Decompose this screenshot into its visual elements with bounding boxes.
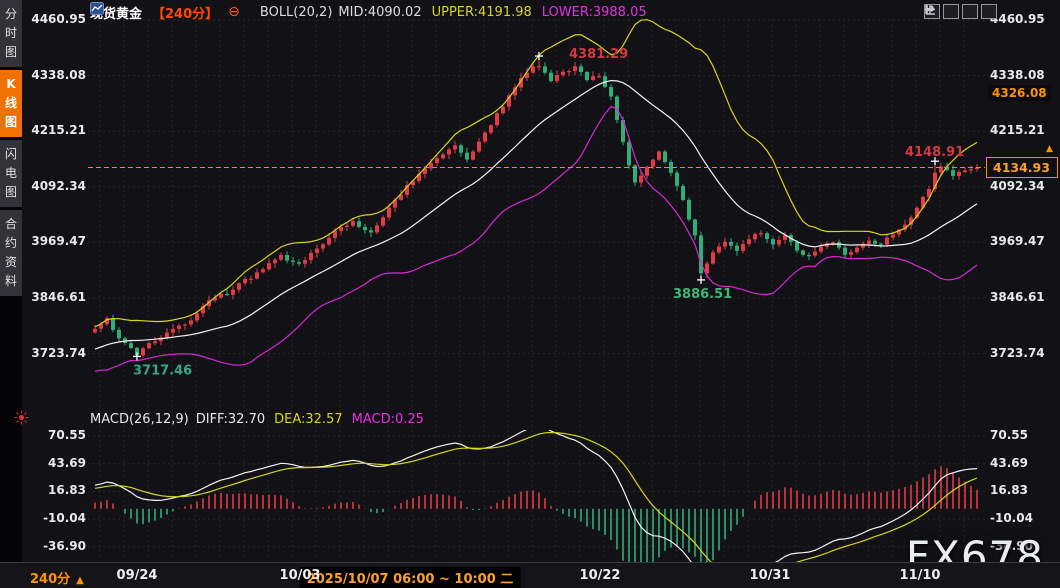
boll-lower-value: LOWER:3988.05 [541,4,647,20]
boll-label: BOLL(20,2) [259,4,333,20]
svg-text:3717.46: 3717.46 [133,363,192,378]
boll-lower-line [94,105,978,372]
macd-diff-line [94,430,978,562]
time-axis-bar: 240分 ▲ 2025/10/07 06:00 ~ 10:00 二 09/24 10… [0,562,1060,588]
price-axis-label-left: 3969.47 [31,234,86,249]
macd-axis-label-left: 16.83 [48,483,86,498]
macd-diff-value: DIFF:32.70 [195,412,266,427]
price-axis-label-right: 4092.34 [990,178,1045,193]
macd-dea-value: DEA:32.57 [274,412,343,427]
period-selector[interactable]: 240分 ▲ [30,568,84,587]
price-axis-label-left: 4460.95 [31,12,86,26]
selected-candle-time: 2025/10/07 06:00 ~ 10:00 二 [299,567,521,588]
zoom-compress-icon[interactable] [925,4,959,19]
macd-dea-line [94,431,978,562]
grid-lines [88,19,1046,560]
boll-upper-value: UPPER:4191.98 [431,4,532,20]
sidebar-tab-1[interactable]: 分时图 [0,0,22,67]
date-tick: 10/03 [279,568,321,583]
macd-axis-label-left: 70.55 [48,428,86,442]
macd-histogram [94,466,978,562]
boll-mid-line [94,79,978,350]
circled-minus-icon[interactable]: ⊖ [228,4,240,20]
macd-macd-value: MACD:0.25 [351,412,424,427]
zoom-expand-icon[interactable] [925,4,978,19]
macd-label: MACD(26,12,9) [90,412,189,427]
price-axis-label-right: 3723.74 [990,345,1045,360]
price-axis-label-right: 4460.95 [990,12,1045,26]
price-axis-label-left: 4215.21 [31,123,86,138]
date-tick: 10/22 [579,568,621,583]
svg-text:3886.51: 3886.51 [673,287,732,302]
macd-axis-label-right: -10.04 [990,511,1033,526]
price-axis-label-right: 4215.21 [990,123,1045,138]
price-axis-label-right: 3969.47 [990,234,1045,249]
sidebar-tab-3[interactable]: 闪电图 [0,140,22,207]
price-axis-label-right: 4338.08 [990,67,1045,82]
period-label: 240分 [30,572,71,587]
date-tick: 11/10 [899,568,941,583]
price-axis-label-right: 3846.61 [990,290,1045,304]
price-up-arrow-icon: ▲ [1046,143,1053,154]
price-axis-label-left: 3723.74 [31,345,86,360]
boll-mid-value: MID:4090.02 [338,4,422,20]
macd-axis-label-right: 43.69 [990,455,1028,470]
reference-price-label: 4326.08 [988,84,1051,101]
price-axis-label-left: 4092.34 [31,178,86,193]
svg-text:4381.29: 4381.29 [569,47,628,62]
date-tick: 09/24 [116,568,158,583]
date-tick: 10/31 [749,568,791,583]
sidebar-tab-4[interactable]: 合约资料 [0,210,22,296]
macd-axis-label-left: 43.69 [48,455,86,470]
macd-axis-label-right: 70.55 [990,428,1028,442]
price-axis-label-left: 4338.08 [31,67,86,82]
macd-axis-label-right: -36.90 [990,538,1033,553]
boll-upper-line [94,19,978,328]
current-price-label: 4134.93 [986,156,1058,178]
period-up-arrow-icon: ▲ [76,575,84,586]
macd-axis-label-left: -10.04 [43,511,86,526]
macd-axis-label-left: -36.90 [43,538,86,553]
chart-toolbar [924,4,997,19]
chart-header: 现货黄金 【240分】 ⊖ BOLL(20,2) MID:4090.02 UPP… [90,2,647,22]
svg-text:4148.91: 4148.91 [905,145,964,160]
annotations: 4381.29 3717.46 3886.51 4148.91 [133,47,964,378]
macd-header: MACD(26,12,9) DIFF:32.70 DEA:32.57 MACD:… [90,412,424,427]
price-axis-label-left: 3846.61 [31,290,86,304]
pan-right-icon[interactable] [926,4,997,19]
macd-axis-label-right: 16.83 [990,483,1028,498]
candles-layer [93,56,979,358]
period-tag[interactable]: 【240分】 [152,6,219,22]
